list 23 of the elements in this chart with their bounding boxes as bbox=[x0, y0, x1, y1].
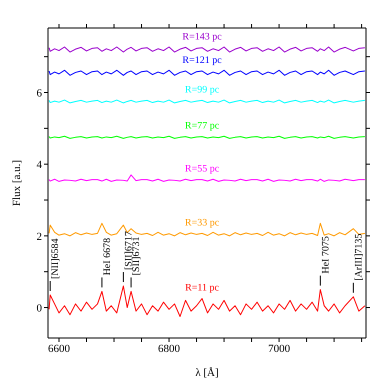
series-label: R=11 pc bbox=[185, 282, 220, 294]
y-tick-label: 0 bbox=[36, 302, 42, 314]
line-series bbox=[48, 286, 366, 317]
series-label: R=77 pc bbox=[184, 120, 220, 132]
annotation: [NII]6584 bbox=[50, 238, 62, 279]
annotation: HeI 7075 bbox=[320, 236, 332, 274]
y-tick-label: 6 bbox=[36, 87, 42, 100]
line-series bbox=[48, 174, 366, 182]
x-tick-label: 6600 bbox=[48, 342, 71, 355]
series-label: R=121 pc bbox=[182, 55, 222, 66]
annotation: [ArIII]7135 bbox=[353, 234, 364, 281]
x-axis-title: λ [Å] bbox=[195, 366, 219, 379]
series-label: R=99 pc bbox=[184, 84, 220, 96]
annotation: HeI 6678 bbox=[102, 238, 113, 276]
y-axis-title: Flux [a.u.] bbox=[10, 160, 23, 206]
series-label: R=33 pc bbox=[184, 217, 220, 228]
series-label: R=55 pc bbox=[184, 164, 220, 175]
x-tick-label: 7000 bbox=[268, 342, 291, 355]
y-tick-label: 4 bbox=[36, 159, 42, 172]
y-tick-label: 2 bbox=[36, 230, 42, 243]
series-label: R=143 pc bbox=[182, 32, 222, 43]
x-tick-label: 6800 bbox=[158, 342, 181, 355]
annotation: [SII]6731 bbox=[131, 236, 142, 276]
